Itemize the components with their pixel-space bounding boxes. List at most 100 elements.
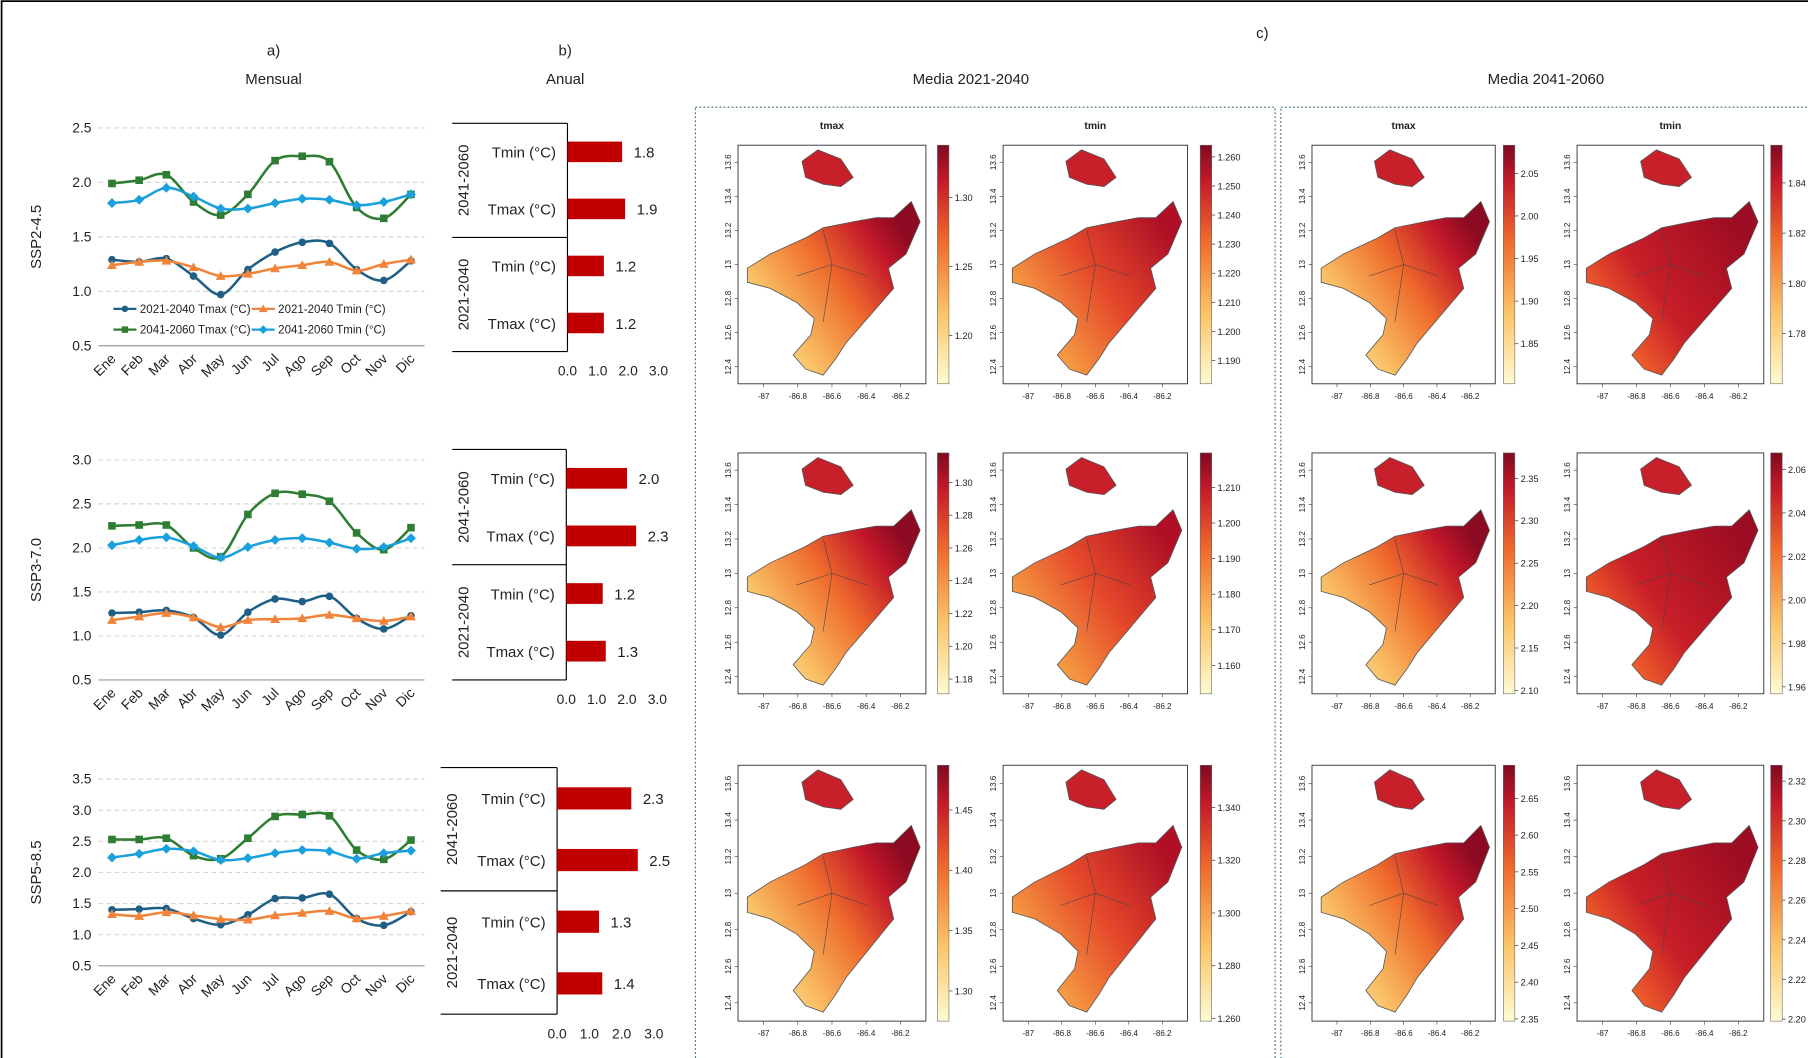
- series-line: [112, 260, 411, 277]
- x-tick-label: -86.2: [891, 392, 910, 401]
- y-tick-label: 12.4: [989, 668, 998, 684]
- y-tick-label: 12.8: [989, 921, 998, 937]
- colorbar-label: 2.26: [1788, 896, 1806, 906]
- x-tick-label: -86.6: [1394, 1029, 1413, 1038]
- point: [107, 540, 117, 550]
- colorbar: [1200, 145, 1212, 384]
- x-tick-label: -86.4: [1428, 702, 1447, 711]
- colorbar-label: 1.26: [955, 543, 973, 553]
- point: [161, 532, 171, 542]
- x-tick-label: -87: [1331, 1029, 1343, 1038]
- colorbar-label: 1.82: [1788, 229, 1806, 239]
- colorbar-label: 2.15: [1521, 643, 1539, 653]
- y-tick-label: 13.4: [1563, 496, 1572, 512]
- x-tick-label: -86.4: [857, 392, 876, 401]
- value-label: 1.4: [614, 976, 635, 993]
- series-line: [112, 156, 411, 219]
- series-line: [112, 813, 411, 860]
- category-label: Tmin (°C): [481, 791, 545, 808]
- colorbar-label: 1.190: [1217, 554, 1240, 564]
- y-tick-label: 13.2: [1298, 848, 1307, 864]
- x-tick-label: Ago: [280, 970, 309, 999]
- y-tick-label: 13: [1563, 888, 1572, 897]
- x-tick-label: Ago: [280, 350, 309, 379]
- x-tick-label: -86.4: [1120, 392, 1139, 401]
- x-tick-label: Jun: [228, 970, 255, 997]
- colorbar-label: 1.260: [1217, 152, 1240, 162]
- colorbar-label: 1.210: [1217, 483, 1240, 493]
- category-label: Tmax (°C): [486, 529, 554, 546]
- value-label: 1.2: [615, 316, 636, 333]
- value-label: 1.9: [637, 202, 658, 219]
- colorbar-label: 1.220: [1217, 269, 1240, 279]
- x-tick-label: -86.2: [1153, 702, 1172, 711]
- y-tick-label: 12.8: [1563, 290, 1572, 306]
- colorbar-label: 1.240: [1217, 210, 1240, 220]
- point: [406, 533, 416, 543]
- map-title: tmin: [1084, 121, 1106, 132]
- point: [270, 535, 280, 545]
- y-tick-label: 12.6: [1298, 324, 1307, 340]
- point: [324, 195, 334, 205]
- bar: [567, 199, 625, 220]
- x-tick-label: Feb: [118, 684, 146, 712]
- x-tick-label: Dic: [392, 350, 417, 375]
- point: [298, 152, 306, 160]
- point: [326, 497, 334, 505]
- y-tick-label: 12.8: [724, 599, 733, 615]
- colorbar-label: 2.20: [1521, 601, 1539, 611]
- colorbar-label: 1.20: [955, 642, 973, 652]
- y-tick-label: 13.2: [724, 848, 733, 864]
- colorbar-label: 2.05: [1521, 169, 1539, 179]
- y-tick-label: 12.4: [724, 668, 733, 684]
- x-tick-label: 0.0: [558, 363, 578, 379]
- x-tick-label: -87: [758, 392, 770, 401]
- y-tick-label: 13: [724, 568, 733, 577]
- colorbar-label: 1.200: [1217, 327, 1240, 337]
- series-line: [112, 596, 411, 635]
- point: [271, 595, 279, 603]
- category-label: Tmin (°C): [492, 145, 556, 162]
- y-tick-label: 3.0: [72, 802, 92, 818]
- point: [380, 215, 388, 223]
- y-tick-label: 0.5: [72, 337, 92, 353]
- x-tick-label: -86.8: [1053, 702, 1072, 711]
- x-tick-label: -86.8: [789, 702, 808, 711]
- colorbar-label: 2.20: [1788, 1015, 1806, 1025]
- point: [380, 922, 388, 930]
- x-tick-label: -87: [758, 702, 770, 711]
- y-tick-label: 13.4: [1298, 496, 1307, 512]
- point: [190, 272, 198, 280]
- y-tick-label: 12.8: [1298, 921, 1307, 937]
- y-tick-label: 13.6: [724, 775, 733, 791]
- x-tick-label: -87: [758, 1029, 770, 1038]
- group-label: 2021-2040: [455, 587, 472, 659]
- colorbar: [1200, 453, 1212, 694]
- x-tick-label: -87: [1022, 1029, 1034, 1038]
- point: [108, 180, 116, 188]
- x-tick-label: -86.2: [891, 1029, 910, 1038]
- x-tick-label: -86.6: [1394, 702, 1413, 711]
- colorbar-label: 2.02: [1788, 552, 1806, 562]
- y-tick-label: 2.0: [72, 174, 92, 190]
- y-tick-label: 13: [1563, 568, 1572, 577]
- point: [243, 853, 253, 863]
- colorbar-label: 2.00: [1788, 595, 1806, 605]
- x-tick-label: -86.2: [891, 702, 910, 711]
- colorbar-label: 2.10: [1521, 686, 1539, 696]
- x-tick-label: -87: [1331, 702, 1343, 711]
- colorbar-label: 1.22: [955, 609, 973, 619]
- x-tick-label: -86.8: [1053, 392, 1072, 401]
- y-tick-label: 3.0: [72, 451, 92, 467]
- point: [297, 845, 307, 855]
- point: [271, 248, 279, 256]
- y-tick-label: 13.4: [989, 496, 998, 512]
- legend-label: 2041-2060 Tmin (°C): [278, 325, 386, 337]
- y-tick-label: 13: [989, 888, 998, 897]
- group-label: 2041-2060: [444, 793, 461, 865]
- x-tick-label: Mar: [145, 350, 173, 378]
- point: [298, 490, 306, 498]
- x-tick-label: -86.2: [1153, 392, 1172, 401]
- x-tick-label: -86.4: [1120, 1029, 1139, 1038]
- colorbar: [937, 453, 949, 694]
